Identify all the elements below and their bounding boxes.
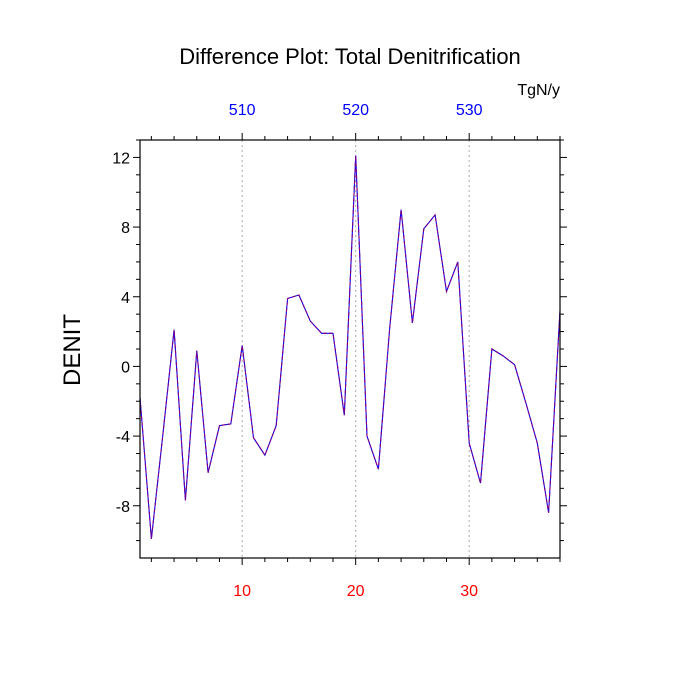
units-label: TgN/y: [517, 82, 560, 99]
chart-title: Difference Plot: Total Denitrification: [179, 44, 521, 69]
y-tick-label-0: 0: [121, 359, 130, 376]
x-tick-label-bottom-10: 10: [233, 583, 251, 600]
x-tick-label-bottom-20: 20: [347, 583, 365, 600]
tick-labels: 10 20 30 510 520 530 -8 -4 0 4 8 12: [112, 102, 482, 600]
series-line-dashed: [139, 155, 561, 539]
y-tick-label--4: -4: [116, 429, 130, 446]
y-tick-label-12: 12: [112, 150, 130, 167]
axis-ticks: [133, 133, 567, 565]
y-axis-label: DENIT: [59, 314, 86, 386]
x-tick-label-top-520: 520: [342, 102, 369, 119]
plot-frame: [139, 139, 561, 559]
y-tick-label-4: 4: [121, 290, 130, 307]
grid-lines: [241, 140, 470, 558]
y-tick-label-8: 8: [121, 220, 130, 237]
x-tick-label-bottom-30: 30: [460, 583, 478, 600]
x-tick-label-top-530: 530: [456, 102, 483, 119]
series-line: [139, 155, 561, 539]
y-tick-label--8: -8: [116, 499, 130, 516]
series-line-base: [139, 155, 561, 539]
x-tick-label-top-510: 510: [229, 102, 256, 119]
